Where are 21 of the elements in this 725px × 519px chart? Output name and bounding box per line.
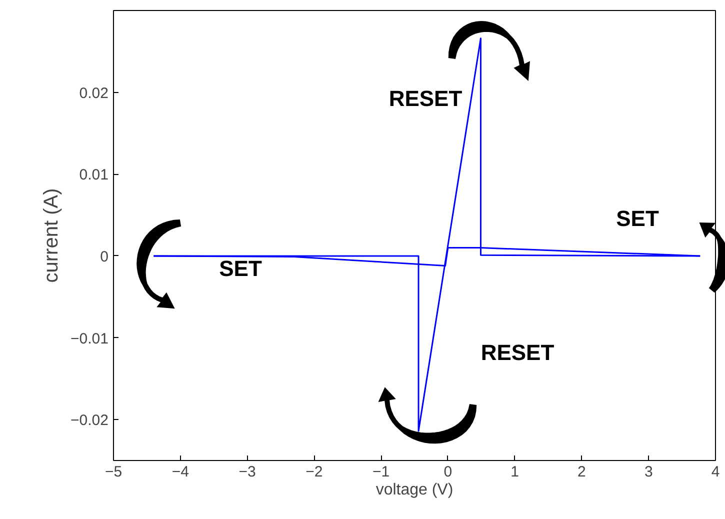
y-axis-title: current (A)	[40, 188, 63, 283]
x-tick-label: −1	[372, 464, 390, 480]
y-tick-label: 0	[100, 248, 108, 266]
x-tick-label: 1	[510, 464, 520, 480]
annotation: RESET	[480, 340, 555, 365]
annotation: SET	[219, 256, 262, 281]
x-tick-label: 4	[711, 464, 720, 480]
y-tick-label: 0.01	[79, 166, 109, 184]
x-tick-label: −4	[172, 464, 189, 480]
x-tick-label: 0	[444, 464, 452, 480]
x-tick-label: 2	[578, 464, 586, 480]
annotation: SET	[616, 206, 660, 231]
x-axis-title: voltage (V)	[376, 482, 454, 498]
x-tick-label: −3	[238, 464, 256, 480]
y-tick-label: −0.02	[70, 412, 109, 430]
annotation: RESET	[388, 86, 463, 111]
x-tick-label: 3	[644, 464, 653, 480]
y-tick-label: −0.01	[70, 330, 109, 348]
x-tick-label: −5	[104, 464, 122, 480]
x-tick-label: −2	[306, 464, 323, 480]
y-tick-label: 0.02	[79, 84, 109, 102]
